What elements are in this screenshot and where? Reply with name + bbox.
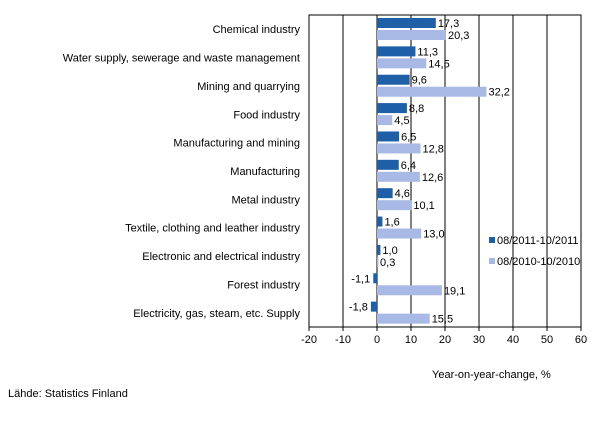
category-label: Mining and quarrying (197, 81, 300, 93)
value-label: 1,0 (382, 245, 397, 257)
value-label: 11,3 (417, 46, 438, 58)
value-label: 6,4 (401, 160, 416, 172)
source-note: Lähde: Statistics Finland (8, 388, 128, 400)
x-tick-label: 10 (405, 334, 417, 346)
x-tick-label: 0 (374, 334, 380, 346)
x-tick-label: 30 (473, 334, 485, 346)
value-labels: 17,320,3 11,314,59,6 32,2 8,84,5 6,5 12,8 6,4 1… (349, 18, 510, 326)
bar (377, 188, 393, 199)
category-label: Metal industry (232, 194, 301, 206)
legend-label: 08/2011-10/2011 (497, 235, 579, 247)
bar (377, 244, 381, 255)
category-label: Electricity, gas, steam, etc. Supply (133, 308, 300, 320)
x-tick-label: 60 (575, 334, 587, 346)
x-tick-label: -10 (335, 334, 351, 346)
bar (377, 171, 420, 182)
x-tick-label: 40 (507, 334, 519, 346)
x-tick-label: 20 (439, 334, 451, 346)
category-label: Forest industry (227, 279, 300, 291)
bars (370, 18, 487, 324)
bar (377, 143, 421, 154)
value-label: 9,6 (412, 75, 427, 87)
value-label: 32,2 (488, 87, 509, 99)
bar (377, 86, 487, 97)
category-label: Chemical industry (213, 24, 301, 36)
bar (377, 216, 383, 227)
x-tick-label: 50 (541, 334, 553, 346)
bar (377, 18, 436, 28)
value-label: 4,5 (394, 115, 409, 127)
category-label: Food industry (233, 109, 300, 121)
category-label: Electronic and electrical industry (142, 251, 300, 263)
category-label: Manufacturing and mining (173, 138, 300, 150)
bar (377, 200, 412, 211)
value-label: 6,5 (401, 131, 416, 143)
value-label: 8,8 (409, 103, 424, 115)
value-label: 15,5 (432, 314, 453, 326)
x-axis-title: Year-on-year-change, % (432, 369, 551, 381)
bar (377, 115, 393, 126)
value-label: 0,3 (380, 257, 395, 269)
category-label: Manufacturing (230, 166, 300, 178)
category-label: Water supply, sewerage and waste managem… (63, 53, 300, 65)
value-label: 12,6 (422, 172, 443, 184)
value-label: 4,6 (395, 188, 410, 200)
bar (377, 58, 427, 69)
legend-swatch (489, 258, 495, 264)
x-axis: -20 -10 0 10 20 30 40 50 60 (301, 327, 587, 346)
legend-label: 08/2010-10/2010 (497, 256, 580, 268)
value-label: 13,0 (423, 229, 444, 241)
bar (377, 46, 416, 57)
bar (370, 301, 377, 312)
value-label: -1,1 (351, 273, 370, 285)
bar (377, 159, 399, 170)
bar (377, 285, 442, 296)
bar (377, 313, 430, 324)
bar (377, 228, 422, 239)
bar (377, 256, 379, 267)
value-label: 12,8 (423, 143, 444, 155)
bar (377, 74, 410, 85)
value-label: 1,6 (384, 217, 399, 229)
value-label: -1,8 (349, 302, 368, 314)
bar (373, 273, 377, 284)
category-label: Textile, clothing and leather industry (125, 223, 300, 235)
category-labels: Chemical industry Water supply, sewerage … (63, 24, 301, 320)
value-label: 10,1 (413, 200, 434, 212)
value-label: 19,1 (444, 285, 465, 297)
bar (377, 131, 400, 142)
bar (377, 103, 407, 114)
bar (377, 30, 447, 40)
value-label: 20,3 (448, 30, 469, 42)
legend: 08/2011-10/2011 08/2010-10/2010 (489, 235, 580, 268)
legend-swatch (489, 237, 495, 243)
value-label: 14,5 (428, 58, 449, 70)
x-tick-label: -20 (301, 334, 317, 346)
value-label: 17,3 (438, 18, 459, 30)
